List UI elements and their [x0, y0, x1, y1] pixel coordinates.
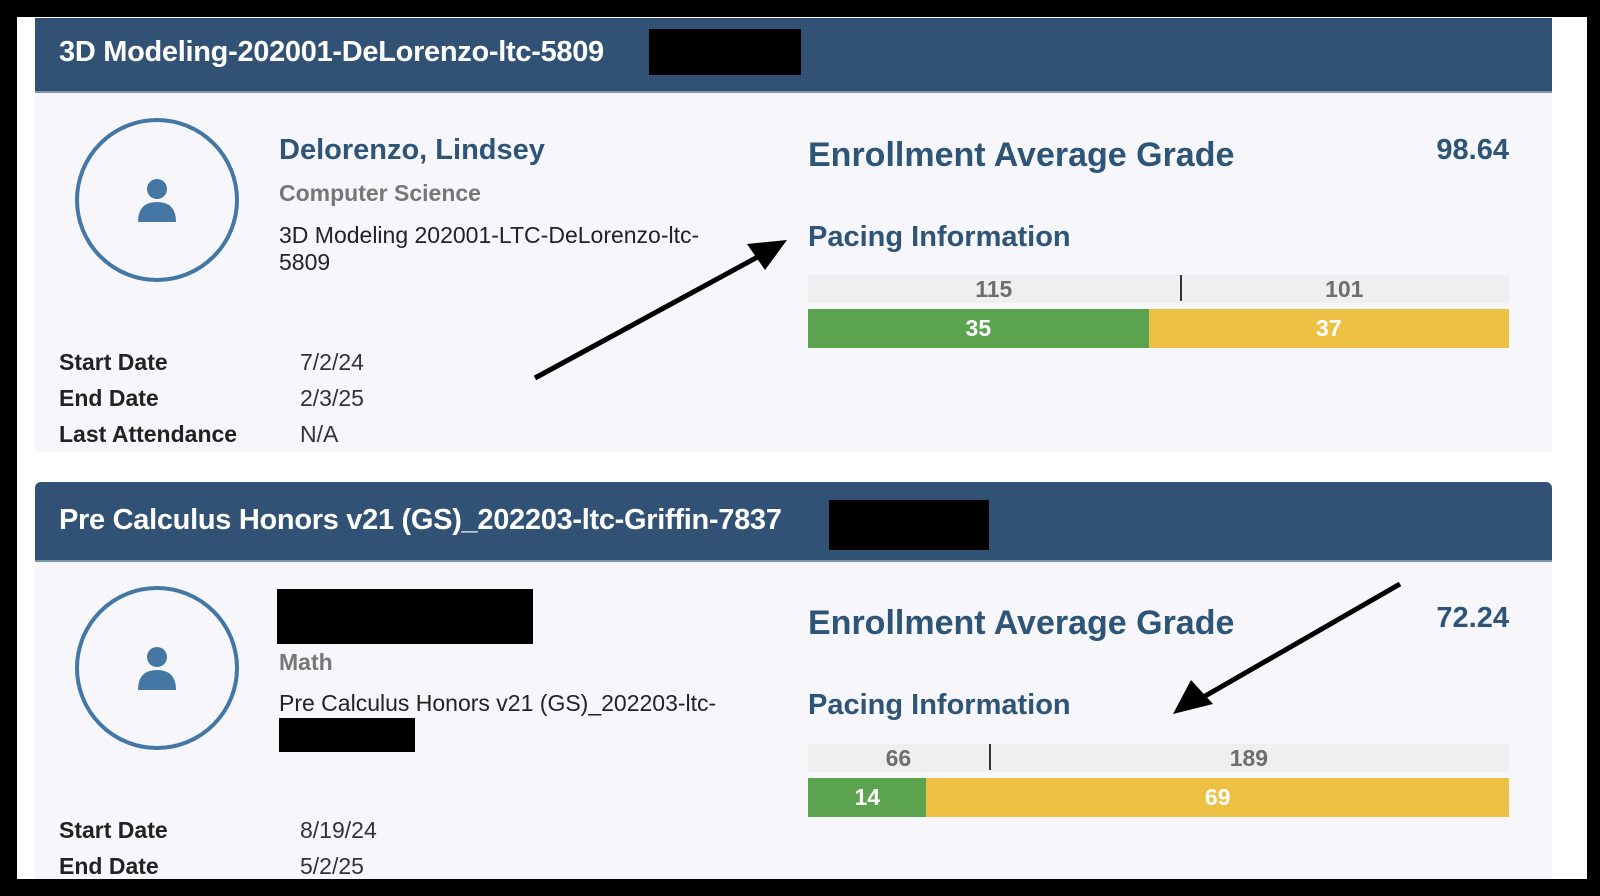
- start-date-label: Start Date: [59, 816, 168, 843]
- redacted-block: [649, 29, 801, 75]
- pacing-on-track-segment[interactable]: 14: [808, 778, 927, 817]
- pacing-behind-segment[interactable]: 37: [1148, 309, 1509, 348]
- pacing-divider: [988, 744, 991, 770]
- pacing-on-track-segment[interactable]: 35: [808, 309, 1149, 348]
- enrollment-title: 3D Modeling-202001-DeLorenzo-ltc-5809: [59, 36, 604, 68]
- last-attendance-row: Last Attendance N/A: [59, 416, 364, 452]
- grade-value: 72.24: [1436, 602, 1509, 634]
- end-date-row: End Date 2/3/25: [59, 380, 364, 416]
- department: Computer Science: [279, 180, 481, 206]
- pacing-behind-segment[interactable]: 69: [926, 778, 1509, 817]
- last-attendance-value: N/A: [300, 420, 339, 447]
- pacing-bar: 115 101 35 37: [808, 275, 1509, 348]
- enrollment-header[interactable]: Pre Calculus Honors v21 (GS)_202203-ltc-…: [35, 482, 1552, 562]
- enrollment-title: Pre Calculus Honors v21 (GS)_202203-ltc-…: [59, 504, 782, 536]
- pacing-total-segment: 189: [1229, 744, 1269, 771]
- end-date-value: 2/3/25: [300, 384, 364, 411]
- pacing-progress: 14 69: [808, 778, 1509, 817]
- pacing-total-segment: 66: [885, 744, 912, 771]
- pacing-title: Pacing Information: [808, 221, 1071, 253]
- course-description: Pre Calculus Honors v21 (GS)_202203-ltc-: [279, 690, 717, 716]
- pacing-bar: 66 189 14 69: [808, 744, 1509, 817]
- pacing-total-segment: 115: [975, 275, 1013, 302]
- end-date-label: End Date: [59, 384, 159, 411]
- end-date-row: End Date 5/2/25: [59, 848, 377, 879]
- screenshot-frame: 3D Modeling-202001-DeLorenzo-ltc-5809 De…: [17, 17, 1587, 879]
- redacted-instructor-name: [277, 589, 533, 644]
- enrollment-dates: Start Date 8/19/24 End Date 5/2/25: [59, 812, 377, 879]
- end-date-value: 5/2/25: [300, 852, 364, 879]
- annotation-arrow-icon: [533, 240, 787, 381]
- grade-title: Enrollment Average Grade: [808, 136, 1235, 174]
- pacing-title: Pacing Information: [808, 689, 1071, 721]
- start-date-label: Start Date: [59, 348, 168, 375]
- user-icon: [138, 179, 176, 222]
- start-date-value: 8/19/24: [300, 816, 377, 843]
- avatar: [75, 118, 239, 282]
- start-date-value: 7/2/24: [300, 348, 364, 375]
- instructor-name[interactable]: Delorenzo, Lindsey: [279, 134, 545, 166]
- annotation-arrow-icon: [1173, 581, 1402, 714]
- end-date-label: End Date: [59, 852, 159, 879]
- redacted-block: [829, 500, 989, 550]
- pacing-progress: 35 37: [808, 309, 1509, 348]
- redacted-course-suffix: [279, 718, 415, 752]
- grade-value: 98.64: [1436, 134, 1509, 166]
- start-date-row: Start Date 8/19/24: [59, 812, 377, 848]
- department: Math: [279, 649, 333, 675]
- pacing-totals: 115 101: [808, 275, 1509, 303]
- avatar: [75, 586, 239, 750]
- course-description: 3D Modeling 202001-LTC-DeLorenzo-ltc-580…: [279, 222, 700, 275]
- enrollment-header[interactable]: 3D Modeling-202001-DeLorenzo-ltc-5809: [35, 18, 1552, 93]
- enrollment-dates: Start Date 7/2/24 End Date 2/3/25 Last A…: [59, 344, 364, 452]
- pacing-total-segment: 101: [1325, 275, 1364, 302]
- pacing-divider: [1179, 275, 1182, 301]
- grade-title: Enrollment Average Grade: [808, 604, 1235, 642]
- last-attendance-label: Last Attendance: [59, 420, 238, 447]
- enrollment-card: Pre Calculus Honors v21 (GS)_202203-ltc-…: [35, 482, 1552, 879]
- start-date-row: Start Date 7/2/24: [59, 344, 364, 380]
- user-icon: [138, 647, 176, 690]
- pacing-totals: 66 189: [808, 744, 1509, 772]
- enrollment-card: 3D Modeling-202001-DeLorenzo-ltc-5809 De…: [35, 18, 1552, 452]
